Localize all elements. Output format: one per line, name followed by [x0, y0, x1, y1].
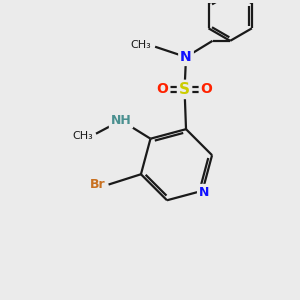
Text: N: N	[180, 50, 192, 64]
Text: S: S	[179, 82, 190, 97]
Text: O: O	[157, 82, 168, 96]
Text: NH: NH	[111, 114, 131, 127]
Text: O: O	[201, 82, 213, 96]
Text: N: N	[199, 186, 209, 199]
Text: CH₃: CH₃	[131, 40, 152, 50]
Text: Br: Br	[90, 178, 106, 191]
Text: CH₃: CH₃	[72, 131, 93, 141]
